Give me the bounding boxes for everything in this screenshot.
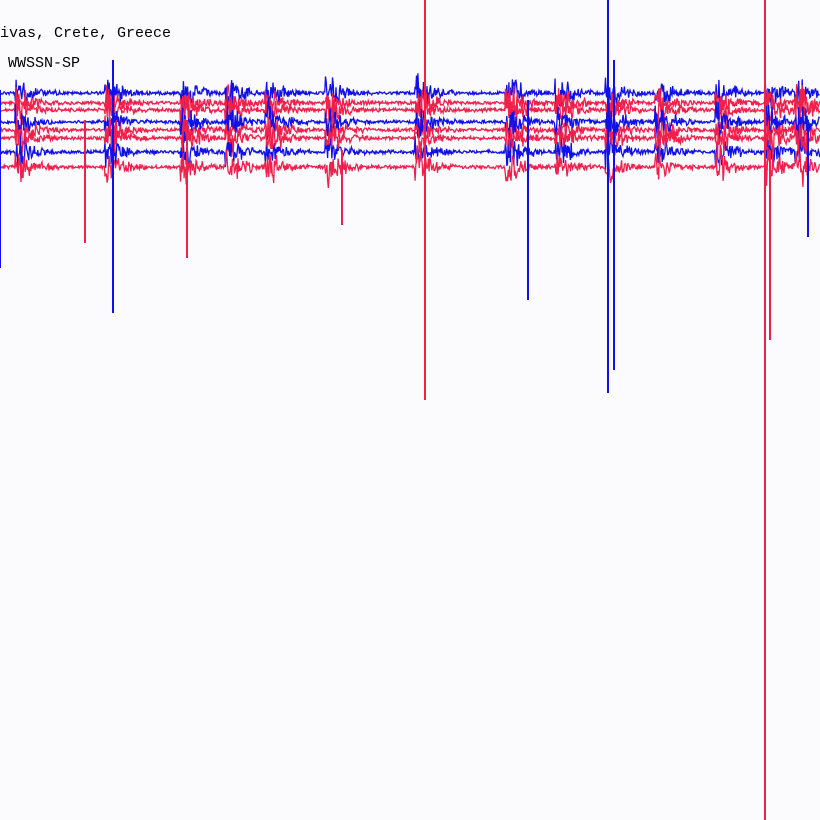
trace xyxy=(0,116,820,159)
trace xyxy=(0,84,820,125)
traces xyxy=(0,73,820,174)
trace xyxy=(0,144,820,188)
instrument-label: WWSSN-SP xyxy=(8,55,80,72)
trace xyxy=(0,88,820,132)
trace xyxy=(0,135,820,174)
trace xyxy=(0,73,820,115)
trace xyxy=(0,109,820,153)
station-label: ivas, Crete, Greece xyxy=(0,25,171,42)
trace xyxy=(0,97,820,143)
